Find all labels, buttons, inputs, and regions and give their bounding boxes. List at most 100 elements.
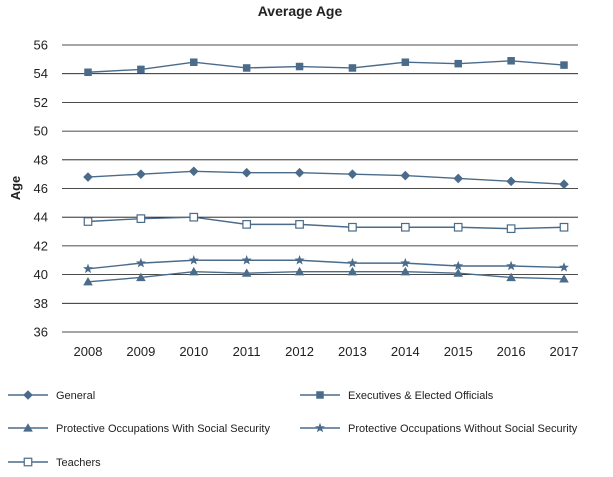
legend-label: General <box>56 390 95 402</box>
data-point <box>242 64 251 72</box>
data-point <box>294 266 305 276</box>
data-point <box>294 167 305 178</box>
series-lines <box>83 57 569 286</box>
legend-item: General <box>8 390 95 402</box>
x-tick-label: 2015 <box>444 344 473 359</box>
y-tick-label: 50 <box>34 124 48 139</box>
y-axis-ticks: 36 38 40 42 44 46 48 50 52 54 56 <box>34 38 48 340</box>
data-point <box>137 65 145 74</box>
data-point <box>83 217 93 226</box>
data-point <box>241 268 252 277</box>
data-point <box>559 262 569 272</box>
data-point <box>295 220 304 229</box>
data-point <box>294 255 305 265</box>
data-point <box>136 214 146 223</box>
y-tick-label: 38 <box>34 296 48 311</box>
data-point <box>188 166 199 177</box>
data-point <box>84 68 92 77</box>
data-point <box>559 179 569 189</box>
data-point <box>136 272 146 282</box>
data-point <box>400 222 410 232</box>
legend-label: Teachers <box>56 457 101 469</box>
legend-marker <box>315 422 325 433</box>
y-tick-label: 56 <box>34 38 48 53</box>
legend-marker <box>23 390 33 400</box>
series-line <box>87 259 565 270</box>
x-tick-label: 2008 <box>74 344 103 359</box>
x-tick-label: 2013 <box>338 344 367 359</box>
data-point <box>559 274 569 283</box>
data-point <box>241 255 252 265</box>
series-protective-occupations-with-social-security <box>83 266 569 286</box>
data-point <box>454 59 462 68</box>
y-axis-label: Age <box>8 176 23 201</box>
series-line <box>87 271 565 283</box>
x-tick-label: 2009 <box>126 344 155 359</box>
data-point <box>188 255 199 265</box>
x-axis-ticks: 2008 2009 2010 2011 2012 2013 2014 2015 2016 2017 <box>74 344 579 359</box>
data-point <box>506 272 516 282</box>
data-point <box>560 61 568 69</box>
legend: General Executives & Elected Officials Pro… <box>8 390 578 469</box>
data-point <box>83 276 93 286</box>
chart-title: Average Age <box>258 3 343 19</box>
data-point <box>453 222 463 232</box>
series-executives-elected-officials <box>84 57 568 77</box>
legend-label: Protective Occupations With Social Secur… <box>56 423 270 435</box>
data-point <box>507 57 515 65</box>
y-tick-label: 46 <box>34 181 48 196</box>
data-point <box>506 176 516 187</box>
x-tick-label: 2012 <box>285 344 314 359</box>
data-point <box>347 169 358 179</box>
series-line <box>87 170 565 185</box>
data-point <box>189 212 199 222</box>
y-tick-label: 44 <box>34 210 48 225</box>
data-point <box>453 173 464 184</box>
data-point <box>347 257 358 268</box>
data-point <box>453 268 464 277</box>
y-tick-label: 52 <box>34 95 48 110</box>
series-line <box>87 216 565 230</box>
data-point <box>348 222 357 232</box>
x-tick-label: 2011 <box>233 344 261 359</box>
data-point <box>135 257 146 268</box>
series-general <box>83 166 569 189</box>
y-tick-label: 42 <box>34 238 48 253</box>
legend-item: Executives & Elected Officials <box>300 390 494 402</box>
data-point <box>348 64 357 72</box>
data-point <box>190 58 198 66</box>
legend-label: Executives & Elected Officials <box>348 390 494 402</box>
y-tick-label: 48 <box>34 152 48 167</box>
data-point <box>401 58 410 66</box>
data-point <box>241 167 252 178</box>
x-tick-label: 2014 <box>391 344 420 359</box>
data-point <box>506 224 516 234</box>
data-point <box>295 62 304 71</box>
data-point <box>400 266 411 276</box>
data-point <box>453 260 464 271</box>
data-point <box>83 172 93 182</box>
x-tick-label: 2016 <box>497 344 526 359</box>
data-point <box>83 263 93 274</box>
series-line <box>87 60 565 73</box>
data-point <box>136 169 146 179</box>
y-tick-label: 54 <box>34 66 48 81</box>
legend-marker <box>23 423 33 432</box>
gridlines <box>62 44 578 333</box>
legend-label: Protective Occupations Without Social Se… <box>348 423 578 435</box>
legend-marker <box>23 457 33 467</box>
y-tick-label: 40 <box>34 267 48 282</box>
data-point <box>242 220 252 229</box>
data-point <box>506 260 517 271</box>
y-tick-label: 36 <box>34 325 48 340</box>
data-point <box>347 266 358 276</box>
data-point <box>400 257 411 268</box>
x-tick-label: 2017 <box>550 344 579 359</box>
data-point <box>188 266 199 276</box>
data-point <box>559 222 569 232</box>
series-protective-occupations-without-social-security <box>83 255 569 274</box>
legend-marker <box>316 391 324 399</box>
series-teachers <box>83 212 569 234</box>
x-tick-label: 2010 <box>179 344 208 359</box>
